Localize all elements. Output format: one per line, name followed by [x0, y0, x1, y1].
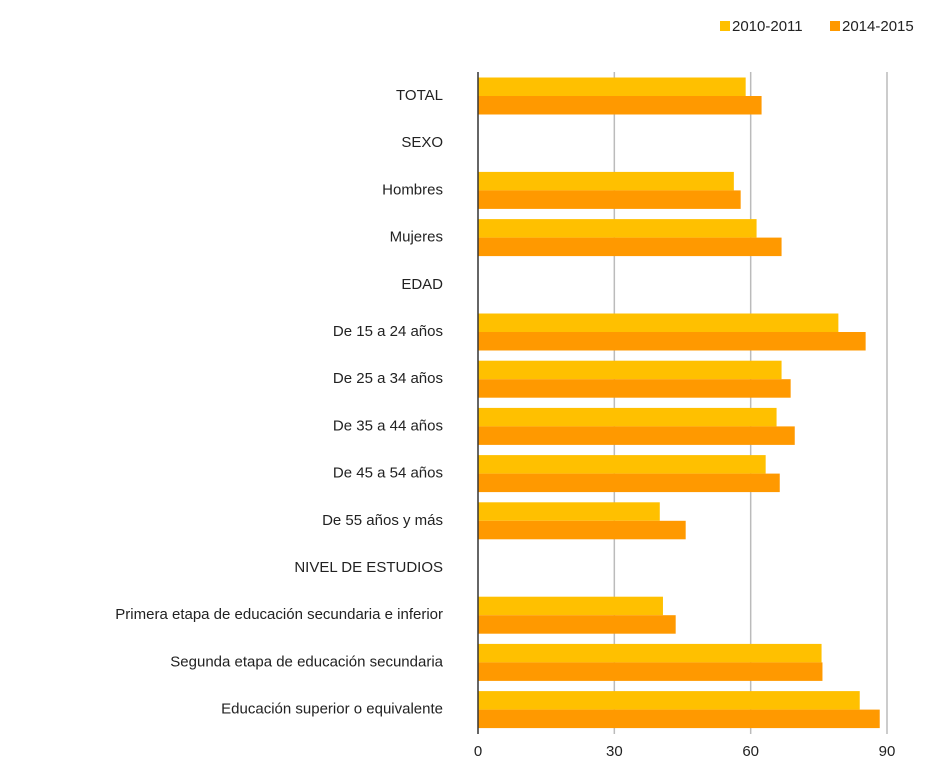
bar [478, 520, 686, 540]
bar [478, 407, 777, 427]
category-label: De 45 a 54 años [333, 465, 443, 482]
category-label: Mujeres [390, 229, 443, 246]
category-label: De 15 a 24 años [333, 323, 443, 340]
bar [478, 662, 823, 681]
bar [478, 171, 734, 191]
x-tick-label: 60 [742, 743, 759, 760]
bar [478, 615, 676, 634]
bar [478, 455, 766, 474]
category-label: De 55 años y más [322, 512, 443, 529]
bar [478, 332, 866, 351]
x-tick-label: 0 [474, 743, 482, 760]
legend-label: 2014-2015 [842, 18, 914, 35]
bar [478, 360, 782, 380]
category-label: NIVEL DE ESTUDIOS [294, 559, 443, 576]
category-label: TOTAL [396, 87, 443, 104]
category-label: De 35 a 44 años [333, 417, 443, 434]
bar [478, 643, 822, 663]
bar [478, 709, 880, 729]
category-label: EDAD [401, 276, 443, 293]
category-label: De 25 a 34 años [333, 370, 443, 387]
bar [478, 96, 762, 115]
category-label: Hombres [382, 181, 443, 198]
legend-swatch [720, 21, 730, 31]
bar [478, 379, 791, 398]
bar [478, 313, 839, 332]
bar [478, 426, 795, 445]
x-tick-label: 30 [606, 743, 623, 760]
bar [478, 691, 860, 710]
category-label: Segunda etapa de educación secundaria [170, 653, 443, 670]
legend-label: 2010-2011 [732, 18, 803, 35]
bar [478, 190, 741, 209]
category-label: Primera etapa de educación secundaria e … [115, 606, 443, 623]
category-label: SEXO [401, 134, 443, 151]
bar [478, 219, 757, 238]
x-tick-label: 90 [879, 743, 896, 760]
bar [478, 77, 746, 96]
legend-swatch [830, 21, 840, 31]
bar [478, 502, 660, 521]
bar [478, 237, 782, 257]
category-label: Educación superior o equivalente [221, 701, 443, 718]
bar [478, 473, 780, 493]
bar [478, 596, 663, 616]
